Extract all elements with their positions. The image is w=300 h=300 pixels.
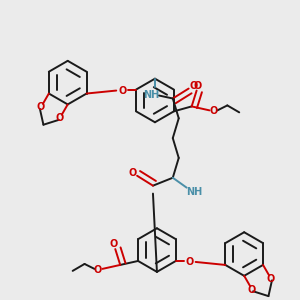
Text: NH: NH: [143, 89, 159, 100]
Text: O: O: [118, 85, 126, 96]
Text: O: O: [194, 81, 202, 91]
Text: NH: NH: [187, 187, 203, 196]
Text: O: O: [186, 257, 194, 267]
Text: O: O: [56, 113, 64, 123]
Text: O: O: [190, 81, 198, 91]
Text: O: O: [37, 102, 45, 112]
Text: O: O: [248, 285, 256, 295]
Text: O: O: [209, 106, 217, 116]
Text: O: O: [109, 239, 117, 249]
Text: O: O: [128, 168, 136, 178]
Text: O: O: [267, 274, 275, 284]
Text: O: O: [93, 265, 102, 275]
